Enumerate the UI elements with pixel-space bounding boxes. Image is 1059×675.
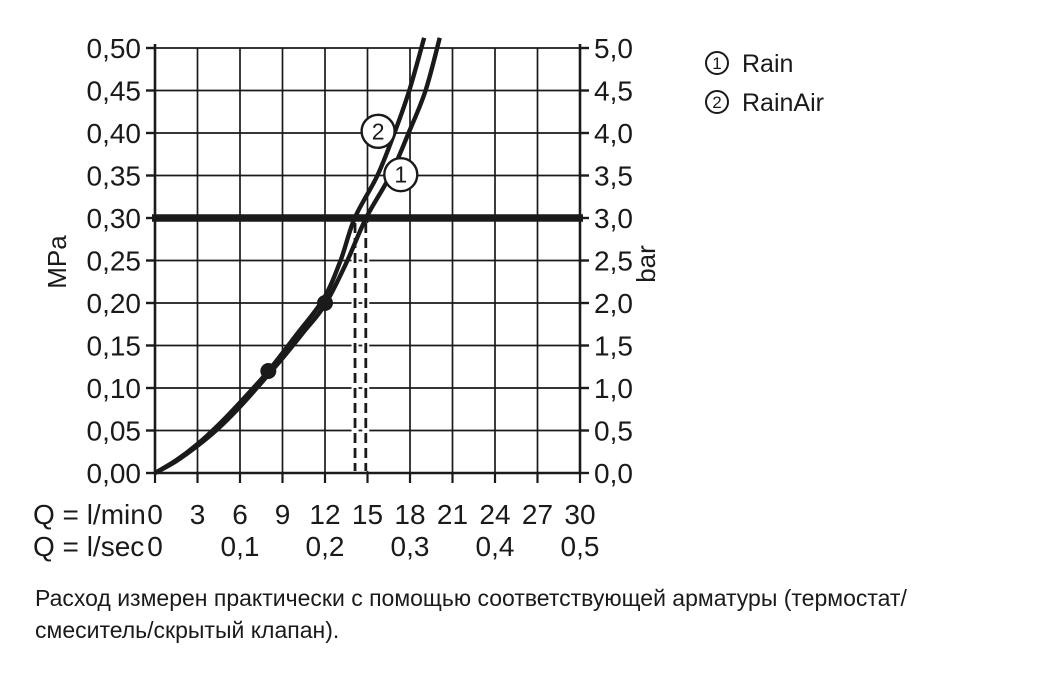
x-lsec-tick-label: 0,3 [391, 531, 430, 562]
data-point-marker [317, 295, 333, 311]
legend-badge-number-1: 1 [712, 54, 721, 73]
y-right-tick-label: 1,0 [594, 373, 633, 404]
x-lmin-tick-label: 27 [522, 499, 553, 530]
y-left-tick-label: 0,00 [87, 458, 142, 489]
x-lmin-tick-label: 15 [352, 499, 383, 530]
x-lmin-tick-label: 9 [275, 499, 291, 530]
y-right-tick-label: 0,5 [594, 416, 633, 447]
y-left-tick-label: 0,45 [87, 76, 142, 107]
legend: 1 Rain 2 RainAir [705, 50, 824, 117]
x-axis-unit-lmin: Q = l/min [33, 499, 146, 530]
legend-badge-number-2: 2 [712, 93, 721, 112]
data-point-marker [260, 363, 277, 379]
legend-badge-circle-2 [705, 90, 729, 114]
y-right-tick-label: 4,5 [594, 76, 633, 107]
x-lmin-tick-label: 24 [479, 499, 510, 530]
y-left-tick-label: 0,10 [87, 373, 142, 404]
x-lmin-tick-label: 18 [394, 499, 425, 530]
x-lmin-tick-label: 3 [190, 499, 206, 530]
legend-item-label-rainair: RainAir [742, 89, 824, 117]
y-left-tick-label: 0,15 [87, 331, 142, 362]
y-left-tick-label: 0,25 [87, 246, 142, 277]
y-left-tick-label: 0,05 [87, 416, 142, 447]
curve-badge-number: 1 [394, 162, 407, 188]
x-lmin-tick-label: 12 [309, 499, 340, 530]
x-lsec-tick-label: 0 [147, 531, 163, 562]
x-axis-unit-lsec: Q = l/sec [33, 531, 144, 562]
x-lmin-tick-label: 21 [437, 499, 468, 530]
caption-line2: смеситель/скрытый клапан). [35, 617, 340, 643]
x-lsec-tick-label: 0,5 [561, 531, 600, 562]
x-lsec-tick-label: 0,2 [306, 531, 345, 562]
caption-text: Расход измерен практически с помощью соо… [35, 582, 907, 646]
y-left-tick-label: 0,40 [87, 118, 142, 149]
y-left-tick-label: 0,30 [87, 203, 142, 234]
y-right-tick-label: 0,0 [594, 458, 633, 489]
legend-item-rainair: 2 RainAir [705, 89, 824, 117]
x-lsec-tick-label: 0,1 [221, 531, 260, 562]
y-right-tick-label: 4,0 [594, 118, 633, 149]
x-lsec-tick-label: 0,4 [476, 531, 515, 562]
curve-badge-circle [383, 156, 419, 193]
legend-badge-circle-1 [705, 51, 729, 75]
y-left-tick-label: 0,50 [87, 33, 142, 64]
y-right-tick-label: 2,0 [594, 288, 633, 319]
legend-item-rain: 1 Rain [705, 50, 793, 78]
caption-line1: Расход измерен практически с помощью соо… [35, 585, 907, 611]
y-right-tick-label: 2,5 [594, 246, 633, 277]
x-lmin-tick-label: 0 [147, 499, 163, 530]
x-lmin-tick-label: 6 [232, 499, 248, 530]
y-axis-title-bar: bar [631, 245, 661, 283]
y-right-tick-label: 5,0 [594, 33, 633, 64]
curve-badge-circle [360, 113, 396, 150]
curve-badge-number: 2 [372, 118, 385, 144]
y-axis-title-mpa: MPa [42, 235, 72, 289]
y-right-tick-label: 1,5 [594, 331, 633, 362]
legend-item-label-rain: Rain [742, 50, 793, 78]
y-left-tick-label: 0,35 [87, 161, 142, 192]
y-right-tick-label: 3,0 [594, 203, 633, 234]
y-left-tick-label: 0,20 [87, 288, 142, 319]
x-lmin-tick-label: 30 [564, 499, 595, 530]
curve-rainair [153, 37, 427, 475]
y-right-tick-label: 3,5 [594, 161, 633, 192]
